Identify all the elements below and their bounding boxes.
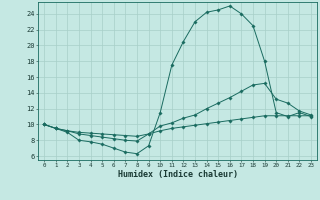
X-axis label: Humidex (Indice chaleur): Humidex (Indice chaleur): [118, 170, 238, 179]
